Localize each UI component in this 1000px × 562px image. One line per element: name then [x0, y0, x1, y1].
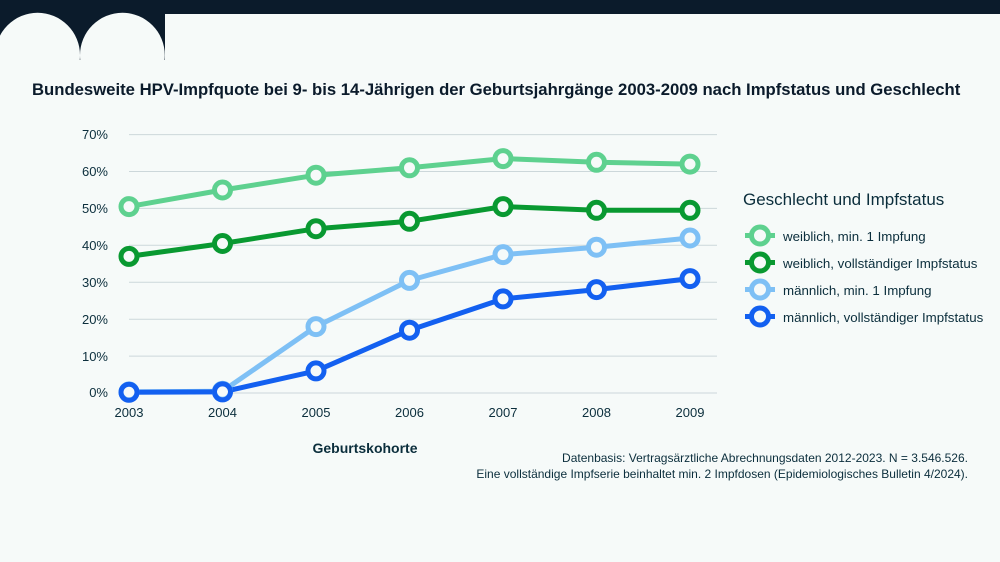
svg-text:2009: 2009	[676, 405, 705, 420]
svg-text:2008: 2008	[582, 405, 611, 420]
svg-text:20%: 20%	[82, 312, 108, 327]
svg-text:2004: 2004	[208, 405, 237, 420]
svg-text:40%: 40%	[82, 238, 108, 253]
svg-text:60%: 60%	[82, 164, 108, 179]
svg-text:weiblich, min. 1 Impfung: weiblich, min. 1 Impfung	[782, 229, 926, 244]
svg-text:70%: 70%	[82, 127, 108, 142]
svg-text:30%: 30%	[82, 275, 108, 290]
svg-text:2005: 2005	[302, 405, 331, 420]
svg-text:2003: 2003	[115, 405, 144, 420]
svg-text:männlich, vollständiger Impfst: männlich, vollständiger Impfstatus	[783, 310, 984, 325]
svg-text:0%: 0%	[89, 385, 108, 400]
svg-text:2007: 2007	[489, 405, 518, 420]
svg-text:2006: 2006	[395, 405, 424, 420]
svg-text:50%: 50%	[82, 201, 108, 216]
svg-text:weiblich, vollständiger Impfst: weiblich, vollständiger Impfstatus	[782, 256, 978, 271]
svg-text:10%: 10%	[82, 349, 108, 364]
svg-text:männlich, min. 1 Impfung: männlich, min. 1 Impfung	[783, 283, 932, 298]
